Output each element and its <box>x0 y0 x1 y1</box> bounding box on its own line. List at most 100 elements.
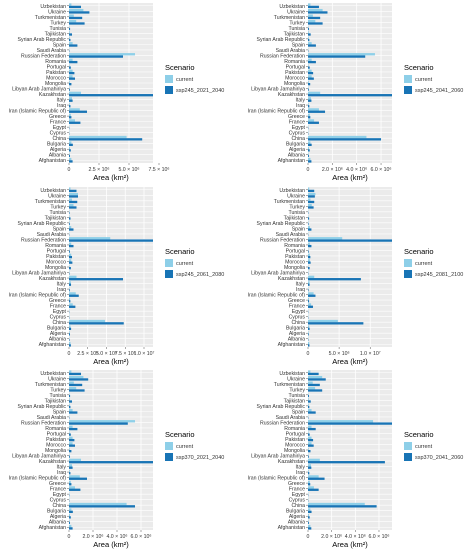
bar-scenario <box>308 433 310 436</box>
bar-scenario <box>308 394 309 398</box>
bar-current <box>69 253 72 256</box>
bar-current <box>308 425 312 428</box>
legend-swatch-scenario <box>404 453 412 461</box>
bar-scenario <box>69 83 72 86</box>
category-label: Syrian Arab Republic <box>257 221 306 227</box>
bar-scenario <box>69 116 72 119</box>
bar-current <box>69 187 71 190</box>
category-label: Afghanistan <box>278 342 306 348</box>
legend-swatch-scenario <box>165 453 173 461</box>
bar-scenario <box>308 38 310 42</box>
bar-scenario <box>69 378 89 381</box>
bar-current <box>308 297 309 301</box>
category-label: Tunisia <box>288 393 305 399</box>
legend-title: Scenario <box>404 63 434 72</box>
category-label: Italy <box>295 98 305 104</box>
bar-scenario <box>69 477 87 480</box>
bar-scenario <box>69 472 71 475</box>
bar-scenario <box>308 55 366 58</box>
bar-scenario <box>69 244 74 248</box>
bar-current <box>69 442 73 445</box>
category-label: Syrian Arab Republic <box>257 37 306 43</box>
bar-current <box>69 58 73 61</box>
bar-current <box>308 187 310 190</box>
bar-scenario <box>308 217 310 220</box>
legend-label: current <box>176 261 194 267</box>
legend-swatch-current <box>165 442 173 450</box>
bar-scenario <box>308 195 315 198</box>
bar-scenario <box>308 444 314 447</box>
bar-current <box>69 297 71 301</box>
category-label: Tunisia <box>288 26 305 32</box>
category-label: Afghanistan <box>39 158 67 164</box>
chart-panel-6: UzbekistanUkraineTurkmenistanTurkeyTunis… <box>248 370 463 549</box>
bar-current <box>69 91 81 95</box>
category-label: Albania <box>288 520 305 526</box>
bar-scenario <box>69 394 71 398</box>
category-label: Algeria <box>289 147 305 153</box>
category-label: France <box>289 120 305 126</box>
x-axis-title: Area (km²) <box>332 357 368 366</box>
category-label: Greece <box>49 298 66 304</box>
bar-current <box>308 19 316 23</box>
bar-scenario <box>69 22 85 25</box>
bar-current <box>69 75 73 78</box>
bar-current <box>308 325 310 328</box>
category-label: Bulgaria <box>286 326 305 332</box>
bar-current <box>69 275 77 279</box>
bar-scenario <box>69 200 78 204</box>
x-tick-label: 2.0 × 10⁶ <box>322 167 343 173</box>
category-label: Spain <box>53 42 66 48</box>
bar-scenario <box>308 16 321 20</box>
category-label: Saudi Arabia <box>276 232 306 238</box>
bar-scenario <box>308 438 314 442</box>
bar-scenario <box>69 222 70 226</box>
category-label: Saudi Arabia <box>37 48 67 54</box>
category-label: Ukraine <box>287 9 305 15</box>
category-label: Uzbekistan <box>279 371 305 377</box>
category-label: Egypt <box>53 125 67 131</box>
bar-scenario <box>308 510 312 514</box>
x-axis-title: Area (km²) <box>332 540 368 549</box>
x-tick-label: 1.0 × 10⁷ <box>134 351 155 357</box>
bar-current <box>69 319 105 323</box>
bar-scenario <box>69 33 72 36</box>
bar-current <box>308 292 314 295</box>
category-label: Libyan Arab Jamahiriya <box>251 271 305 277</box>
legend-swatch-scenario <box>165 270 173 278</box>
category-label: Albania <box>49 520 66 526</box>
bar-scenario <box>69 88 70 91</box>
legend-title: Scenario <box>165 430 195 439</box>
bar-scenario <box>308 22 323 25</box>
bar-scenario <box>308 521 309 525</box>
category-label: Turkmenistan <box>274 382 305 388</box>
bar-scenario <box>308 222 309 226</box>
chart-panel-4: UzbekistanUkraineTurkmenistanTurkeyTunis… <box>248 187 463 366</box>
category-label: Morocco <box>46 442 66 448</box>
bar-current <box>308 108 319 111</box>
category-label: Egypt <box>53 492 67 498</box>
bar-current <box>69 370 72 373</box>
category-label: Mongolia <box>284 265 305 271</box>
category-label: Uzbekistan <box>40 4 66 10</box>
category-label: Russian Federation <box>260 420 305 426</box>
bar-scenario <box>308 283 310 286</box>
category-label: Algeria <box>289 331 305 337</box>
bar-scenario <box>69 195 78 198</box>
bar-current <box>308 203 312 207</box>
category-label: Russian Federation <box>260 237 305 243</box>
category-label: Spain <box>292 42 305 48</box>
bar-scenario <box>308 149 310 152</box>
bar-scenario <box>69 372 81 376</box>
bar-scenario <box>308 11 328 14</box>
bar-current <box>308 275 315 279</box>
legend-swatch-current <box>404 442 412 450</box>
category-label: Turkmenistan <box>274 15 305 21</box>
bar-scenario <box>69 267 71 270</box>
category-label: Libyan Arab Jamahiriya <box>251 87 305 93</box>
bar-scenario <box>308 110 326 113</box>
bar-scenario <box>69 143 73 147</box>
category-label: Tunisia <box>49 210 66 216</box>
legend-label: ssp370_2021_2040 <box>176 455 224 461</box>
category-label: Kazakhstan <box>278 276 305 282</box>
